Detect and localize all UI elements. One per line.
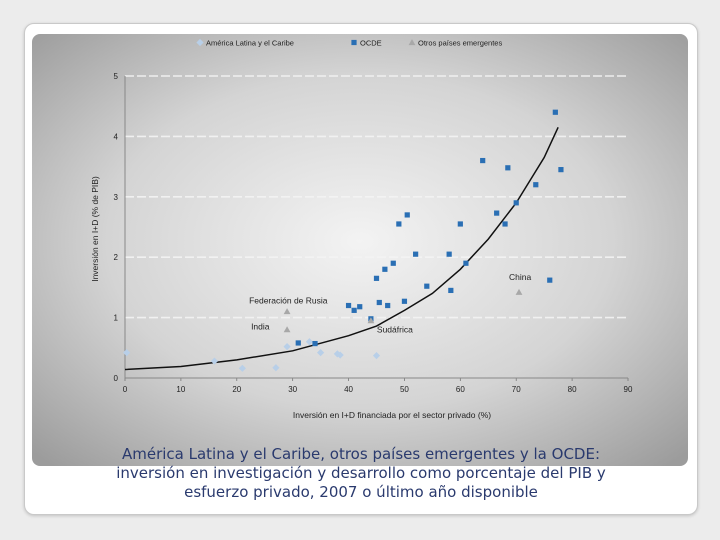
legend-marker-0 bbox=[196, 38, 204, 47]
point-series1-15 bbox=[424, 283, 430, 289]
y-tick-label-3: 3 bbox=[114, 193, 119, 202]
point-series1-11 bbox=[396, 221, 402, 227]
legend-marker-2 bbox=[408, 39, 416, 46]
point-series1-6 bbox=[373, 275, 380, 281]
x-tick-label-20: 20 bbox=[232, 385, 241, 394]
y-axis-label: Inversión en I+D (% de PIB) bbox=[90, 176, 100, 282]
point-series1-28 bbox=[558, 167, 564, 173]
point-series0-4 bbox=[283, 342, 291, 351]
x-tick-label-70: 70 bbox=[512, 385, 521, 394]
point-series1-22 bbox=[502, 221, 508, 227]
caption-line-1: América Latina y el Caribe, otros países… bbox=[121, 445, 601, 463]
y-tick-label-4: 4 bbox=[114, 132, 119, 141]
slide-caption: América Latina y el Caribe, otros países… bbox=[34, 445, 688, 502]
point-series2-0 bbox=[283, 308, 291, 315]
point-series2-3 bbox=[515, 288, 523, 295]
y-tick-label-2: 2 bbox=[114, 253, 119, 262]
x-axis-label: Inversión en I+D financiada por el secto… bbox=[293, 410, 491, 420]
caption-line-3: esfuerzo privado, 2007 o último año disp… bbox=[184, 483, 538, 501]
point-series1-3 bbox=[351, 307, 357, 313]
point-series1-26 bbox=[547, 277, 553, 283]
y-tick-label-5: 5 bbox=[114, 72, 119, 81]
x-tick-label-0: 0 bbox=[123, 385, 128, 394]
point-series0-9 bbox=[372, 352, 381, 360]
x-tick-label-80: 80 bbox=[568, 385, 577, 394]
point-series1-20 bbox=[480, 157, 486, 164]
point-series0-0 bbox=[123, 349, 131, 357]
point-series1-27 bbox=[552, 109, 558, 115]
legend-marker-1 bbox=[351, 39, 357, 46]
point-series1-18 bbox=[457, 221, 463, 227]
x-tick-label-30: 30 bbox=[288, 385, 297, 394]
point-series0-6 bbox=[317, 349, 325, 357]
point-series1-1 bbox=[312, 340, 318, 347]
point-series0-2 bbox=[238, 364, 246, 372]
annotation-label-0: Federación de Rusia bbox=[249, 296, 328, 306]
point-series2-1 bbox=[283, 326, 291, 333]
chart-background bbox=[32, 34, 688, 466]
legend-label-0: América Latina y el Caribe bbox=[206, 39, 294, 48]
caption-line-2: inversión en investigación y desarrollo … bbox=[116, 464, 606, 482]
point-series2-2 bbox=[367, 317, 375, 324]
point-series0-7 bbox=[333, 350, 341, 358]
point-series1-13 bbox=[404, 212, 410, 218]
point-series0-5 bbox=[305, 338, 314, 346]
point-series1-12 bbox=[401, 298, 408, 304]
point-series1-10 bbox=[390, 260, 396, 266]
y-tick-label-0: 0 bbox=[114, 374, 119, 383]
point-series1-8 bbox=[382, 266, 388, 272]
point-series1-24 bbox=[513, 200, 519, 206]
point-series1-21 bbox=[494, 210, 500, 216]
point-series1-7 bbox=[376, 299, 382, 306]
annotation-label-1: India bbox=[251, 322, 270, 332]
annotation-label-2: Sudáfrica bbox=[377, 325, 413, 335]
point-series1-25 bbox=[533, 182, 539, 188]
legend-label-1: OCDE bbox=[360, 39, 382, 48]
point-series1-19 bbox=[463, 260, 469, 266]
x-tick-label-90: 90 bbox=[624, 385, 633, 394]
point-series1-17 bbox=[448, 287, 454, 294]
point-series1-0 bbox=[295, 340, 301, 346]
point-series0-1 bbox=[210, 357, 219, 365]
point-series0-8 bbox=[336, 351, 344, 359]
point-series1-23 bbox=[505, 165, 511, 171]
x-tick-label-40: 40 bbox=[344, 385, 353, 394]
point-series1-14 bbox=[413, 251, 419, 257]
point-series1-4 bbox=[357, 304, 363, 310]
point-series1-16 bbox=[446, 251, 452, 257]
x-tick-label-50: 50 bbox=[400, 385, 409, 394]
x-tick-label-10: 10 bbox=[176, 385, 185, 394]
point-series1-9 bbox=[385, 302, 391, 309]
point-series1-2 bbox=[345, 302, 352, 309]
x-tick-label-60: 60 bbox=[456, 385, 465, 394]
scatter-chart: 0 1 2 3 4 5 0 10 20 30 40 50 60 70 80 90 Federación de … bbox=[32, 34, 688, 466]
y-tick-label-1: 1 bbox=[114, 314, 119, 323]
annotation-label-3: China bbox=[509, 272, 531, 282]
legend-label-2: Otros países emergentes bbox=[418, 39, 502, 48]
